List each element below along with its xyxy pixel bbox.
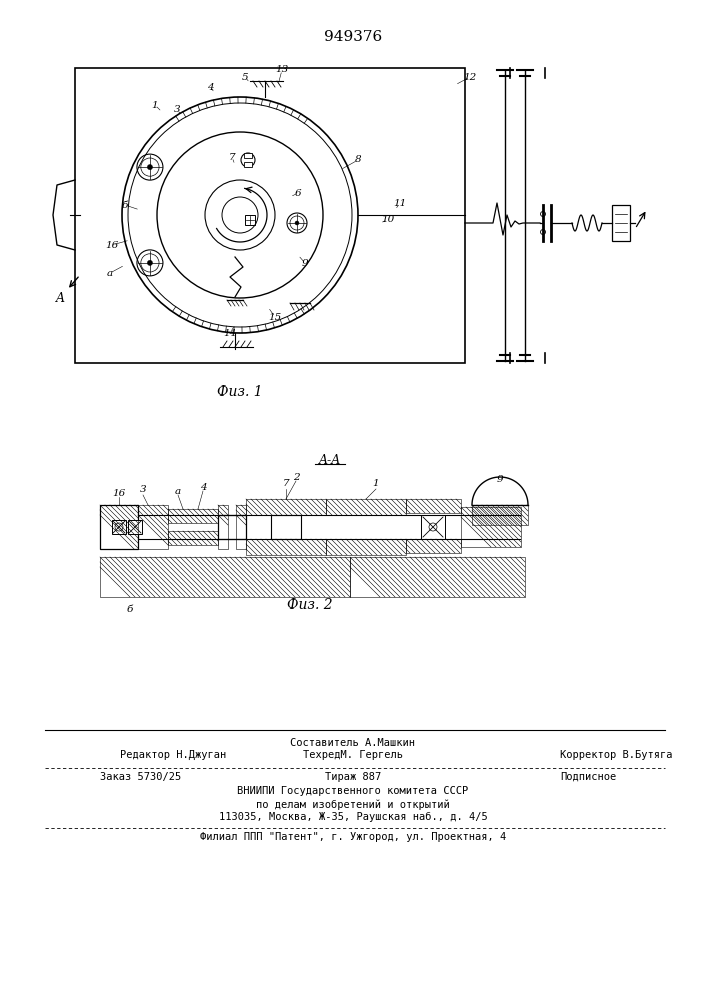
Text: Подписное: Подписное	[560, 772, 617, 782]
Bar	[218, 515, 246, 539]
Text: 8: 8	[355, 155, 361, 164]
Text: a: a	[107, 268, 113, 277]
Bar	[326, 499, 406, 515]
Bar	[244, 162, 252, 167]
Bar	[350, 557, 525, 597]
Text: 15: 15	[269, 312, 281, 322]
Text: 4: 4	[206, 83, 214, 92]
Text: ВНИИПИ Государственного комитета СССР: ВНИИПИ Государственного комитета СССР	[238, 786, 469, 796]
Bar	[236, 505, 246, 549]
Text: A-A: A-A	[319, 454, 341, 466]
Circle shape	[147, 260, 153, 265]
Bar	[112, 520, 126, 534]
Bar	[100, 557, 350, 597]
Circle shape	[137, 250, 163, 276]
Circle shape	[137, 154, 163, 180]
Text: Физ. 1: Физ. 1	[217, 385, 263, 399]
Text: Филиал ППП "Патент", г. Ужгород, ул. Проектная, 4: Филиал ППП "Патент", г. Ужгород, ул. Про…	[200, 832, 506, 842]
Text: A: A	[56, 292, 64, 304]
Circle shape	[540, 212, 546, 217]
Bar	[100, 505, 138, 549]
Bar	[168, 531, 218, 545]
Circle shape	[147, 165, 153, 170]
Text: 9: 9	[497, 475, 503, 484]
Bar	[421, 515, 445, 539]
Text: Составитель А.Машкин: Составитель А.Машкин	[291, 738, 416, 748]
Bar	[168, 509, 218, 523]
Text: 113035, Москва, Ж-35, Раушская наб., д. 4/5: 113035, Москва, Ж-35, Раушская наб., д. …	[218, 812, 487, 822]
Bar	[612, 205, 630, 241]
Text: 6: 6	[295, 188, 301, 198]
Text: б: б	[127, 604, 133, 613]
Text: 4: 4	[199, 483, 206, 491]
Text: Корректор В.Бутяга: Корректор В.Бутяга	[560, 750, 672, 760]
Text: 7: 7	[228, 152, 235, 161]
Bar	[128, 520, 142, 534]
Text: 13: 13	[275, 66, 288, 75]
Text: 7: 7	[283, 480, 289, 488]
Circle shape	[295, 221, 299, 225]
Text: Тираж 887: Тираж 887	[325, 772, 381, 782]
Text: 2: 2	[293, 473, 299, 482]
Bar	[406, 499, 461, 513]
Bar	[218, 505, 228, 549]
Circle shape	[540, 230, 546, 234]
Text: 3: 3	[140, 486, 146, 494]
Text: 949376: 949376	[324, 30, 382, 44]
Bar	[100, 505, 138, 549]
Text: 12: 12	[463, 73, 477, 82]
Bar	[326, 539, 406, 555]
Bar	[75, 68, 465, 363]
Text: 1: 1	[373, 480, 380, 488]
Bar	[406, 539, 461, 553]
Text: 10: 10	[381, 216, 395, 225]
Circle shape	[287, 213, 307, 233]
Text: 16: 16	[112, 488, 126, 497]
Bar	[271, 515, 301, 539]
Text: 16: 16	[105, 240, 119, 249]
Text: 11: 11	[393, 198, 407, 208]
Text: a: a	[175, 487, 181, 495]
Text: Физ. 2: Физ. 2	[287, 598, 333, 612]
Text: б: б	[122, 200, 128, 210]
Text: 5: 5	[242, 73, 248, 82]
Bar	[244, 153, 252, 158]
Text: 1: 1	[152, 101, 158, 109]
Bar	[246, 499, 326, 515]
Text: Заказ 5730/25: Заказ 5730/25	[100, 772, 181, 782]
Text: 3: 3	[174, 105, 180, 114]
Bar	[245, 215, 255, 225]
Bar	[246, 539, 326, 555]
Bar	[461, 507, 521, 547]
Text: ТехредМ. Гергель: ТехредМ. Гергель	[303, 750, 403, 760]
Circle shape	[241, 153, 255, 167]
Text: 9: 9	[302, 258, 308, 267]
Text: по делам изобретений и открытий: по делам изобретений и открытий	[256, 799, 450, 810]
Text: 14: 14	[223, 328, 237, 338]
Bar	[138, 505, 168, 549]
Bar	[472, 505, 528, 525]
Text: Редактор Н.Джуган: Редактор Н.Джуган	[120, 750, 226, 760]
